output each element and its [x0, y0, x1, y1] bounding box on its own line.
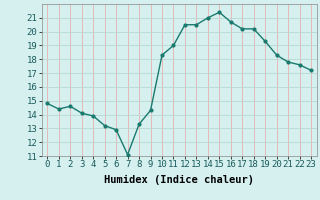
X-axis label: Humidex (Indice chaleur): Humidex (Indice chaleur)	[104, 175, 254, 185]
